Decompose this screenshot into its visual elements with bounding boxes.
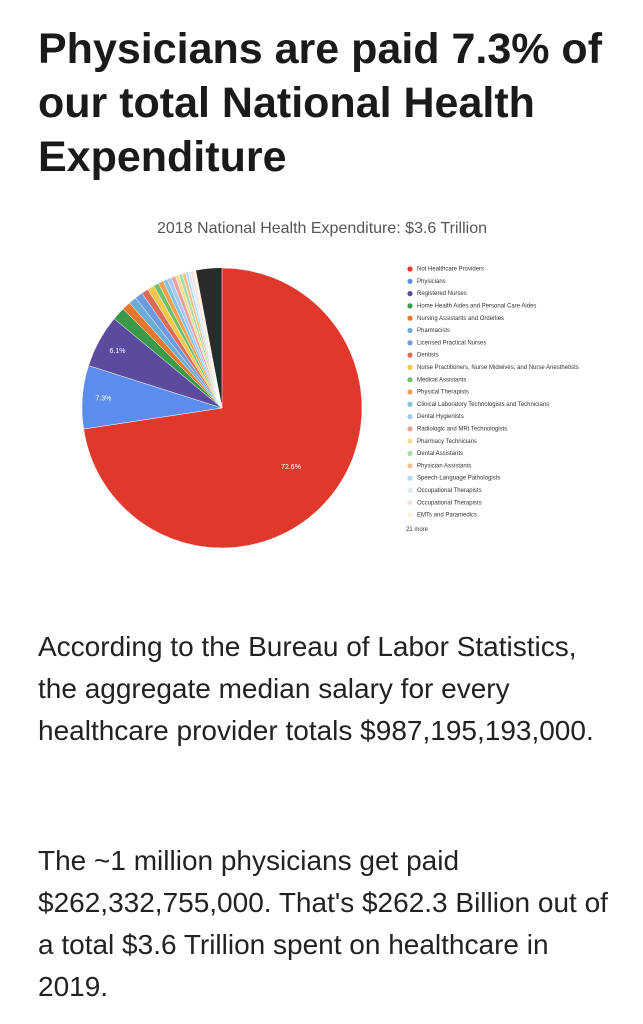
legend-label: Dentists: [417, 353, 439, 359]
legend-swatch: [407, 426, 413, 432]
legend-swatch: [407, 450, 413, 457]
slice-label: 72.6%: [281, 464, 301, 471]
legend-swatch: [407, 315, 413, 321]
legend-swatch: [407, 487, 413, 493]
slice-label: 6.1%: [110, 348, 126, 355]
legend-label: Physical Therapists: [417, 390, 469, 396]
legend-label: Home Health Aides and Personal Care Aide…: [417, 303, 536, 309]
legend-label: Dental Hygienists: [417, 414, 464, 420]
legend-swatch: [407, 364, 413, 370]
legend-label: EMTs and Paramedics: [417, 513, 477, 519]
chart-title: 2018 National Health Expenditure: $3.6 T…: [157, 220, 487, 237]
legend-label: Speech-Language Pathologists: [417, 476, 500, 482]
legend-more: 21 more: [406, 527, 429, 533]
legend-swatch: [407, 389, 413, 395]
legend-label: Occupational Therapists: [417, 500, 482, 506]
legend-label: Not Healthcare Providers: [417, 267, 484, 273]
legend-label: Pharmacy Technicians: [417, 439, 477, 445]
legend-label: Registered Nurses: [417, 291, 467, 297]
legend-swatch: [407, 475, 413, 481]
legend-label: Pharmacists: [417, 328, 450, 334]
legend-swatch: [407, 327, 413, 334]
legend-swatch: [407, 438, 413, 444]
headline: Physicians are paid 7.3% of our total Na…: [38, 25, 603, 181]
legend-label: Occupational Therapists: [417, 488, 482, 494]
paragraph: The ~1 million physicians get paid $262,…: [38, 845, 608, 1002]
pie-slice: [83, 267, 363, 549]
legend-label: Radiologic and MRI Technologists: [417, 426, 507, 432]
legend-swatch: [407, 303, 413, 309]
legend-swatch: [407, 377, 413, 383]
legend-swatch: [407, 414, 413, 420]
legend-label: Medical Assistants: [417, 377, 466, 383]
legend-label: Nursing Assistants and Orderlies: [417, 316, 504, 322]
slice-label: 7.3%: [95, 396, 111, 403]
legend-label: Physician Assistants: [417, 463, 471, 469]
legend-swatch: [407, 352, 413, 358]
legend-swatch: [407, 278, 413, 284]
legend-label: Nurse Practitioners, Nurse Midwives, and…: [417, 365, 579, 371]
legend-swatch: [407, 463, 413, 469]
legend-swatch: [407, 500, 413, 506]
legend-label: Dental Assistants: [417, 451, 463, 457]
pie-slice: [192, 270, 223, 409]
legend-label: Clinical Laboratory Technologists and Te…: [417, 402, 549, 408]
legend-label: Licensed Practical Nurses: [417, 340, 486, 346]
legend-label: Physicians: [417, 279, 446, 285]
legend-swatch: [407, 512, 413, 518]
legend-swatch: [407, 340, 413, 346]
legend-swatch: [407, 401, 413, 407]
paragraph: According to the Bureau of Labor Statist…: [38, 631, 594, 746]
legend-swatch: [407, 266, 413, 272]
legend-swatch: [407, 291, 413, 297]
chart: 2018 National Health Expenditure: $3.6 T…: [81, 220, 579, 549]
